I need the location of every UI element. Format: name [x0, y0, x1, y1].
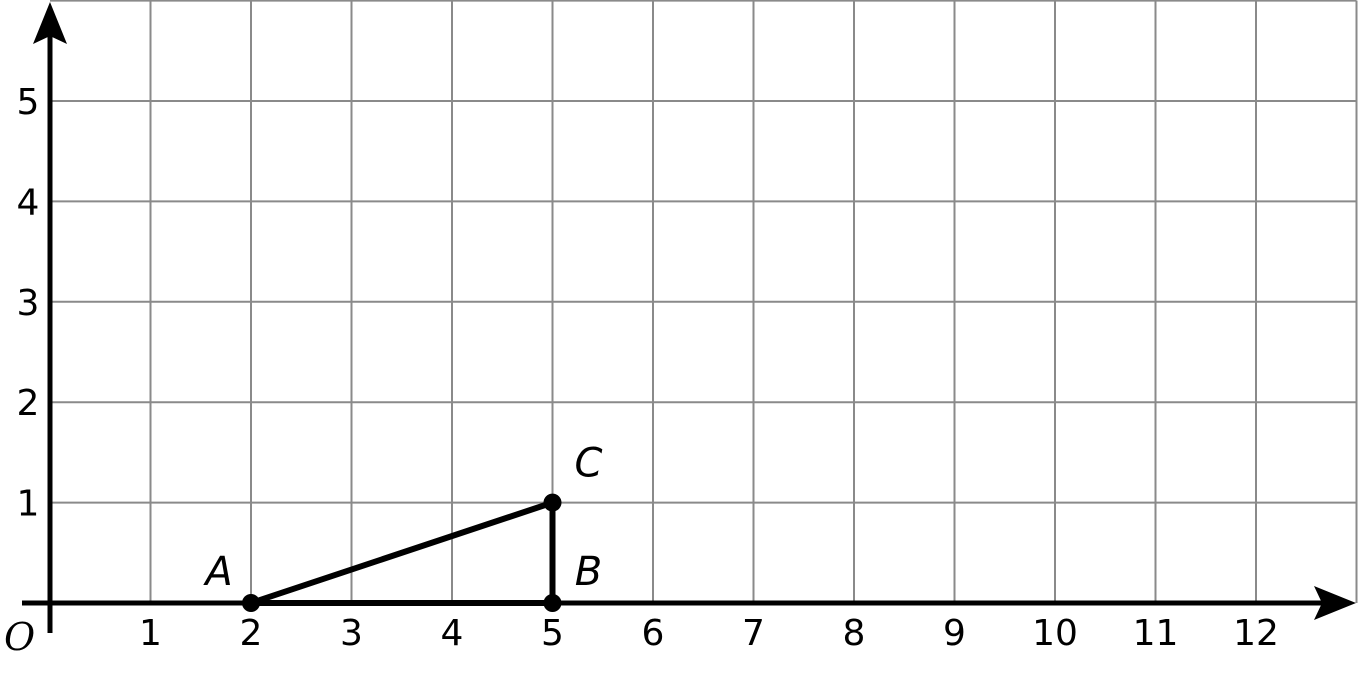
origin-label: O — [4, 615, 35, 659]
x-tick-label: 4 — [441, 613, 464, 654]
x-tick-label: 8 — [843, 613, 866, 654]
y-tick-label: 5 — [17, 82, 40, 123]
y-tick-label: 2 — [17, 383, 40, 424]
x-tick-label: 3 — [340, 613, 363, 654]
point-b — [543, 594, 562, 612]
x-tick-label: 12 — [1233, 613, 1279, 654]
x-tick-label: 7 — [742, 613, 765, 654]
segment-ca — [248, 499, 556, 606]
y-axis-arrow-icon — [33, 2, 67, 44]
point-a — [242, 594, 260, 612]
x-tick-label: 10 — [1032, 613, 1078, 654]
axes — [22, 2, 1356, 633]
x-tick-label: 1 — [139, 613, 162, 654]
x-tick-label: 6 — [642, 613, 665, 654]
x-tick-label: 2 — [240, 613, 263, 654]
grid-lines — [50, 0, 1358, 603]
x-tick-label: 9 — [943, 613, 966, 654]
x-tick-label: 11 — [1133, 613, 1179, 654]
point-label-a: A — [202, 549, 232, 595]
point-c — [543, 493, 562, 512]
x-tick-label: 5 — [541, 613, 564, 654]
triangle-abc: A B C — [202, 441, 603, 612]
point-label-c: C — [575, 441, 603, 487]
point-label-b: B — [575, 549, 602, 595]
x-axis-arrow-icon — [1314, 586, 1356, 620]
y-tick-label: 1 — [17, 484, 40, 525]
y-tick-label: 4 — [17, 182, 40, 223]
y-tick-label: 3 — [17, 283, 40, 324]
